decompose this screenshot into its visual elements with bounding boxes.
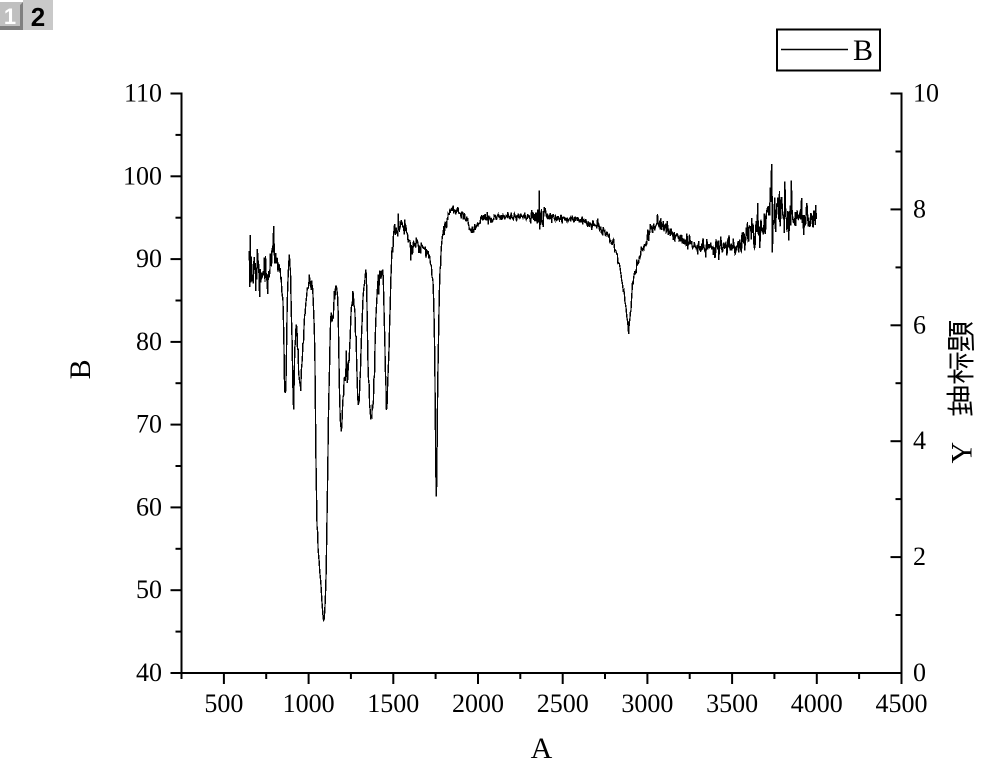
svg-text:80: 80 (136, 327, 162, 356)
svg-text:50: 50 (136, 575, 162, 604)
svg-text:B: B (64, 359, 97, 379)
svg-text:0: 0 (913, 658, 926, 687)
svg-text:4: 4 (913, 426, 926, 455)
svg-text:Y: Y (946, 442, 979, 464)
svg-text:8: 8 (913, 194, 926, 223)
svg-text:90: 90 (136, 244, 162, 273)
svg-text:10: 10 (913, 79, 939, 108)
svg-text:60: 60 (136, 492, 162, 521)
svg-text:100: 100 (123, 161, 162, 190)
svg-text:3000: 3000 (621, 689, 673, 718)
svg-text:500: 500 (204, 689, 243, 718)
svg-text:A: A (531, 732, 553, 762)
svg-text:2: 2 (913, 542, 926, 571)
svg-text:B: B (853, 34, 873, 67)
svg-text:40: 40 (136, 658, 162, 687)
svg-text:1500: 1500 (367, 689, 419, 718)
svg-text:2500: 2500 (537, 689, 589, 718)
svg-text:70: 70 (136, 410, 162, 439)
svg-text:1000: 1000 (283, 689, 335, 718)
svg-text:4000: 4000 (791, 689, 843, 718)
svg-text:110: 110 (124, 79, 162, 108)
svg-text:2: 2 (31, 2, 45, 32)
svg-text:1: 1 (4, 4, 16, 29)
svg-text:6: 6 (913, 310, 926, 339)
svg-text:2000: 2000 (452, 689, 504, 718)
svg-text:4500: 4500 (876, 689, 928, 718)
svg-text:3500: 3500 (706, 689, 758, 718)
